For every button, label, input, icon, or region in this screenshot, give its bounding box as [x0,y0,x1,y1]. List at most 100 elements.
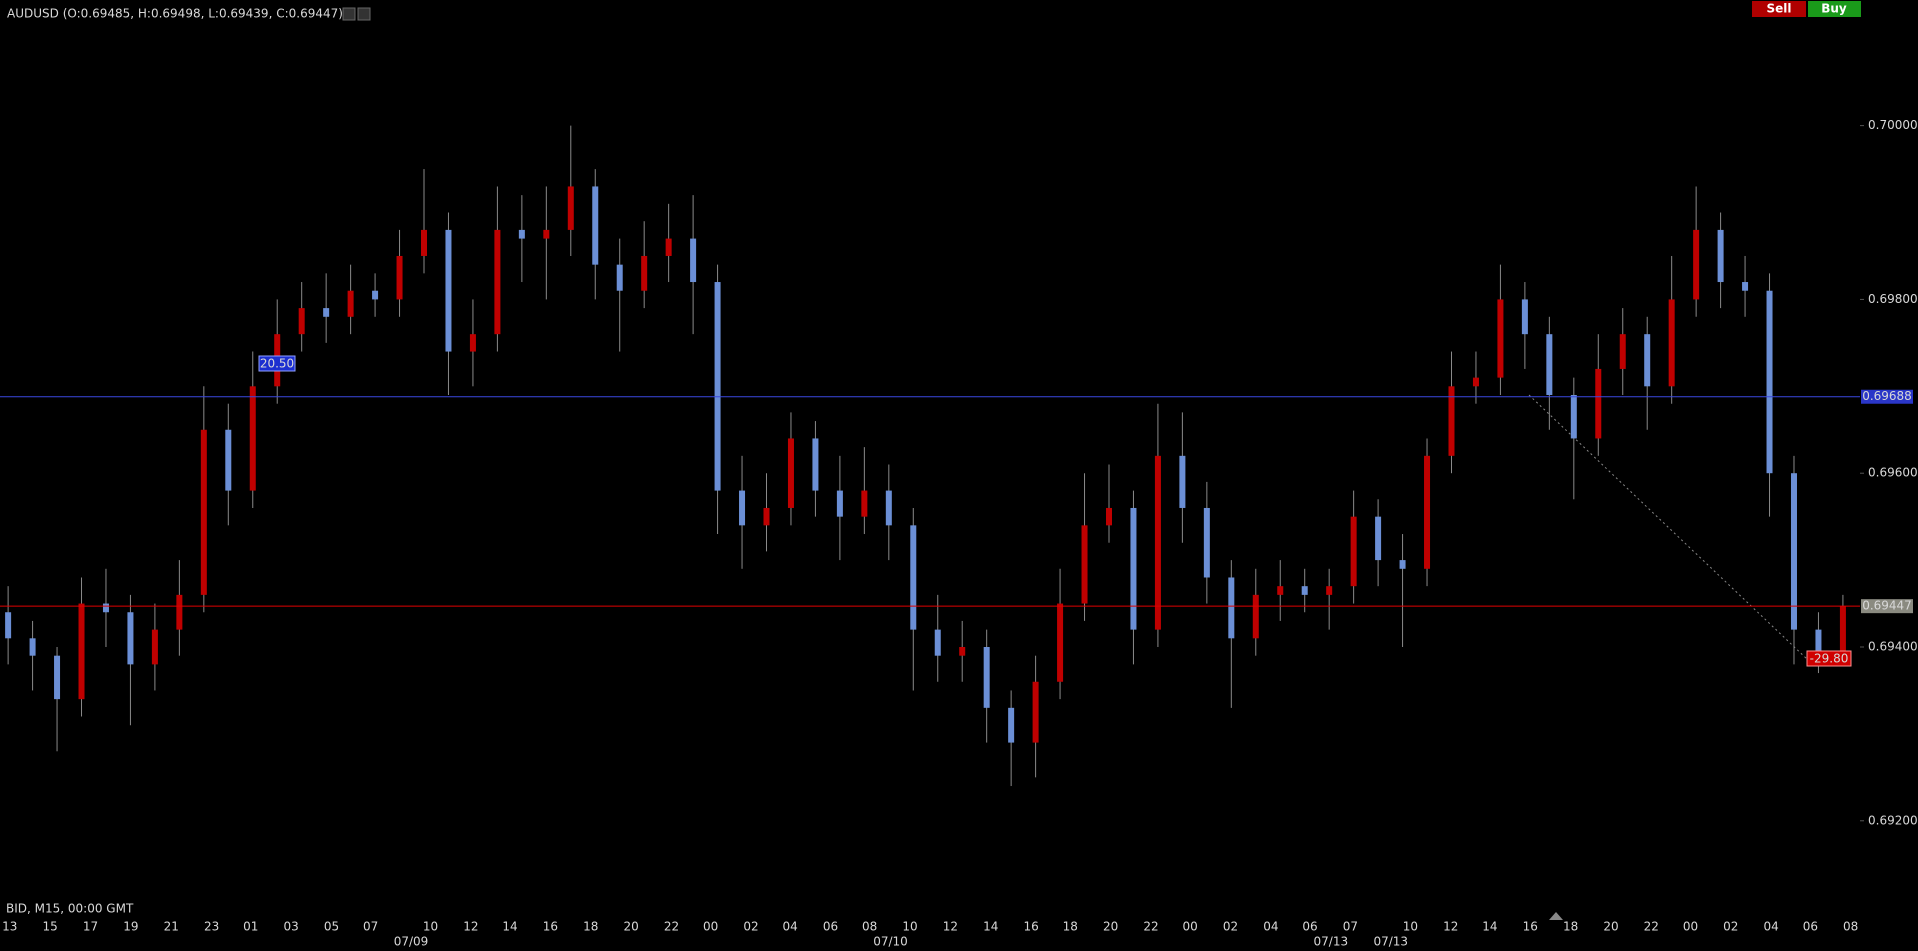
candle-body [176,594,183,630]
buy-button[interactable]: Buy [1808,1,1861,17]
candle-body [151,629,158,665]
candle-body [127,612,134,665]
candle-body [249,386,256,491]
candle-body [102,603,109,613]
candle-body [1154,455,1161,630]
x-tick-label: 12 [463,920,478,934]
annotation: 20.50 [258,355,296,372]
candle-body [616,264,623,291]
x-tick-label: 04 [1263,920,1278,934]
x-tick-label: 22 [1644,920,1659,934]
candle-body [1424,455,1431,569]
x-tick-label: 20 [624,920,639,934]
scroll-marker[interactable] [1549,912,1563,920]
x-tick-label: 00 [1183,920,1198,934]
candle-body [934,629,941,656]
annotation: -29.80 [1806,650,1852,667]
y-tick-label: 0.69200 [1868,813,1918,827]
candle-body [739,490,746,526]
candle-body [1570,395,1577,439]
candle-body [1790,473,1797,630]
candle-body [1179,455,1186,508]
x-tick-label: 02 [1723,920,1738,934]
candle-body [1619,334,1626,369]
candle-body [1448,386,1455,456]
candle-body [225,429,232,491]
chart-title: AUDUSD (O:0.69485, H:0.69498, L:0.69439,… [7,7,343,21]
x-tick-label: 17 [83,920,98,934]
x-tick-label: 03 [283,920,298,934]
price-tag-label: 0.69447 [1862,599,1912,613]
candle-body [1497,299,1504,378]
price-tag [1861,599,1913,614]
candle-body [1057,603,1064,682]
candle-body [323,308,330,317]
x-tick-label: 19 [123,920,138,934]
candle-body [347,290,354,317]
candle-body [78,603,85,700]
date-label: 07/09 [394,935,429,949]
candle-body [714,282,721,491]
price-tag-label: 0.69688 [1862,389,1912,403]
x-tick-label: 10 [423,920,438,934]
y-tick-label: 0.69400 [1868,640,1918,654]
candle-body [543,229,550,239]
candle-body [1008,707,1015,743]
date-label: 07/10 [873,935,908,949]
candle-body [1472,377,1479,387]
candle-body [494,229,501,335]
x-tick-label: 14 [983,920,998,934]
y-tick-label: 0.69600 [1868,466,1918,480]
x-tick-label: 04 [1764,920,1779,934]
candle-body [1326,586,1333,595]
buy-label[interactable]: Buy [1821,2,1847,16]
x-tick-label: 08 [862,920,877,934]
x-tick-label: 01 [243,920,258,934]
icon[interactable] [357,7,371,21]
candle-body [836,490,843,517]
candle-body [690,238,697,283]
candle-body [1693,229,1700,300]
sell-label[interactable]: Sell [1766,2,1791,16]
icon[interactable] [342,7,356,21]
x-tick-label: 10 [902,920,917,934]
x-tick-label: 16 [1024,920,1039,934]
candle-body [5,612,12,639]
x-tick-label: 06 [823,920,838,934]
footer-label: BID, M15, 00:00 GMT [6,902,134,916]
x-tick-label: 20 [1603,920,1618,934]
candle-body [298,308,305,335]
x-tick-label: 15 [43,920,58,934]
x-tick-label: 22 [1143,920,1158,934]
candle-body [421,229,428,256]
candle-body [1032,681,1039,743]
sell-button[interactable]: Sell [1752,1,1806,17]
x-tick-label: 00 [703,920,718,934]
candle-body [54,655,61,700]
candle-body [1350,516,1357,587]
x-tick-label: 14 [502,920,517,934]
candle-body [763,507,770,526]
candle-body [665,238,672,256]
candle-body [1203,507,1210,578]
x-tick-label: 10 [1403,920,1418,934]
candle-body [1668,299,1675,387]
x-tick-label: 06 [1302,920,1317,934]
x-tick-label: 04 [783,920,798,934]
x-tick-label: 07 [1343,920,1358,934]
x-tick-label: 12 [1443,920,1458,934]
x-tick-label: 07 [363,920,378,934]
candle-body [445,229,452,352]
candle-body [29,638,36,656]
x-tick-label: 06 [1803,920,1818,934]
x-tick-label: 23 [204,920,219,934]
x-tick-label: 12 [943,920,958,934]
y-tick-label: 0.70000 [1868,118,1918,132]
candle-body [1301,586,1308,595]
x-tick-label: 00 [1683,920,1698,934]
annotation-label: 20.50 [260,357,294,371]
candle-body [641,255,648,291]
candle-body [1546,334,1553,395]
candle-body [1742,282,1749,291]
